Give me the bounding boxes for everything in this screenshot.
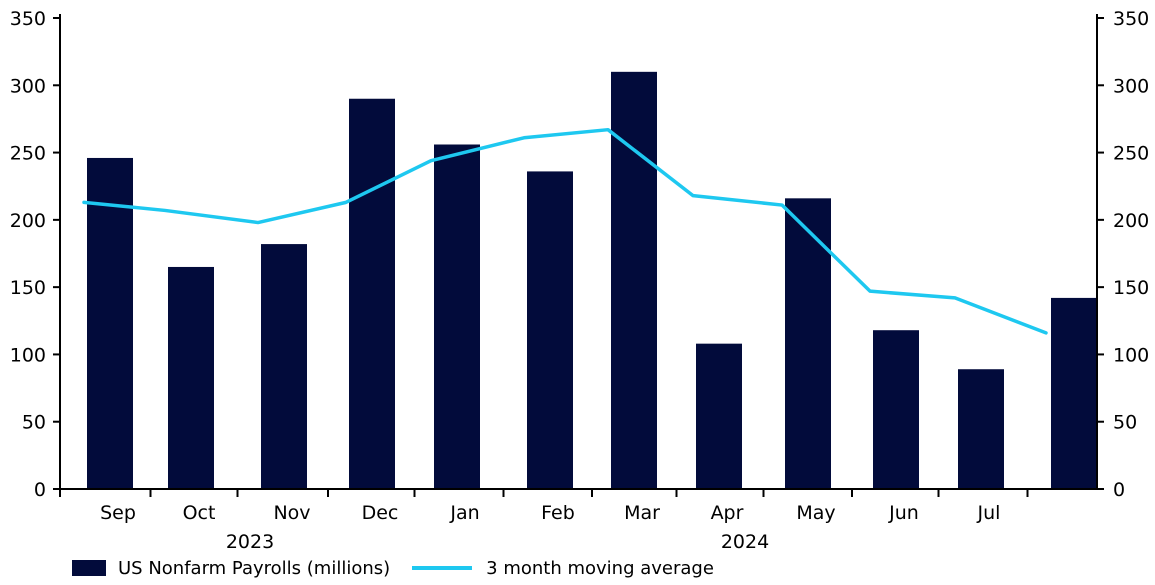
labels-layer: 0 0 50 50 100 100 150 150 200 200 250 250 300 300 350 3…: [10, 8, 1150, 553]
legend-bar-swatch: [72, 560, 106, 576]
left-y-tick-label: 350: [10, 8, 46, 30]
x-tick-label-sep: Sep: [100, 502, 136, 524]
left-y-tick-label: 300: [10, 75, 46, 97]
left-y-tick-label: 250: [10, 143, 46, 165]
bar-may: [785, 198, 831, 489]
right-y-tick-label: 200: [1113, 210, 1149, 232]
legend-bar-label: US Nonfarm Payrolls (millions): [118, 557, 391, 579]
x-tick-label-apr: Apr: [711, 502, 744, 524]
left-y-tick-label: 150: [10, 277, 46, 299]
bar-sep: [87, 157, 133, 489]
left-y-tick-label: 200: [10, 210, 46, 232]
right-y-tick-label: 350: [1113, 8, 1149, 30]
right-y-tick-label: 0: [1113, 479, 1125, 501]
x-tick-label-jan: Jan: [449, 502, 479, 524]
x-tick-label-mar: Mar: [624, 502, 660, 524]
x-tick-label-jul: Jul: [977, 502, 1001, 524]
x-tick-label-jun: Jun: [888, 502, 919, 524]
x-tick-label-dec: Dec: [362, 502, 399, 524]
bar-feb: [527, 171, 573, 489]
bar-nov: [261, 244, 307, 489]
x-tick-label-may: May: [796, 502, 835, 524]
bar-mar: [611, 71, 657, 489]
legend: US Nonfarm Payrolls (millions) 3 month m…: [72, 554, 736, 582]
bar-dec: [349, 98, 395, 489]
bar-oct: [168, 266, 214, 489]
right-y-tick-label: 50: [1113, 412, 1137, 434]
year-label-2023: 2023: [226, 531, 274, 553]
left-y-tick-label: 50: [22, 412, 46, 434]
x-tick-label-nov: Nov: [273, 502, 310, 524]
legend-line-swatch: [412, 566, 473, 570]
bars-layer: [87, 71, 1097, 490]
axes-layer: [53, 14, 1104, 497]
right-y-tick-label: 300: [1113, 75, 1149, 97]
legend-item-line: 3 month moving average: [412, 558, 714, 579]
moving-average-line: [82, 127, 1048, 335]
bar-jan: [434, 144, 480, 490]
bar-jun: [873, 330, 919, 489]
year-label-2024: 2024: [721, 531, 769, 553]
bar-aug: [1051, 297, 1097, 489]
right-y-tick-label: 150: [1113, 277, 1149, 299]
legend-line-label: 3 month moving average: [486, 557, 714, 579]
bar-apr: [696, 343, 742, 489]
left-y-tick-label: 100: [10, 344, 46, 366]
x-tick-label-feb: Feb: [541, 502, 575, 524]
left-y-tick-label: 0: [34, 479, 46, 501]
x-tick-label-oct: Oct: [183, 502, 216, 524]
bar-jul: [958, 369, 1004, 489]
right-y-tick-label: 100: [1113, 344, 1149, 366]
legend-item-bar: US Nonfarm Payrolls (millions): [72, 558, 390, 579]
line-layer: [82, 127, 1048, 335]
right-y-tick-label: 250: [1113, 143, 1149, 165]
